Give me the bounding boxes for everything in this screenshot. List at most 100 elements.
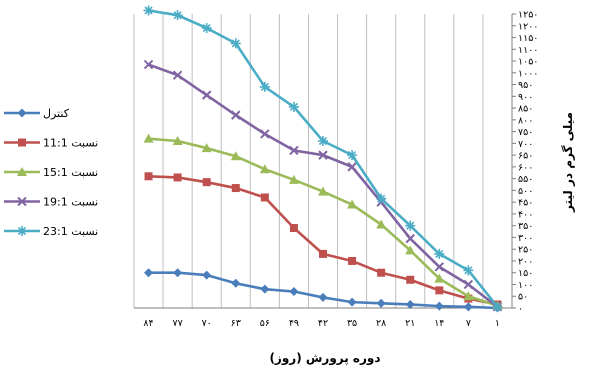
- data-point: [144, 172, 153, 181]
- y-tick-label: ۳۰۰: [518, 233, 533, 244]
- legend-item: نسبت 23:1: [4, 225, 98, 238]
- legend-marker: [17, 167, 27, 176]
- data-point: [259, 164, 270, 174]
- y-tick-label: ۹۰۰: [518, 92, 533, 103]
- data-point: [289, 224, 298, 233]
- y-tick-label: ۱۰۰: [518, 280, 533, 291]
- data-point: [172, 136, 183, 146]
- data-point: [260, 193, 269, 202]
- data-point: [435, 286, 444, 295]
- data-point: [347, 297, 357, 307]
- y-tick-labels: ۰۵۰۱۰۰۱۵۰۲۰۰۲۵۰۳۰۰۳۵۰۴۰۰۴۵۰۵۰۰۵۵۰۶۰۰۶۵۰۷…: [512, 10, 538, 315]
- data-point: [377, 268, 386, 277]
- y-tick-label: ۷۰۰: [518, 139, 533, 150]
- legend-label: کنترل: [43, 107, 70, 120]
- legend-item: کنترل: [4, 107, 70, 120]
- y-tick-label: ۹۵۰: [518, 80, 533, 91]
- data-point: [376, 193, 387, 204]
- series-3: [143, 133, 503, 310]
- data-point: [376, 298, 386, 308]
- x-tick-label: ۷۰: [202, 318, 212, 329]
- data-point: [143, 5, 154, 16]
- data-point: [318, 150, 328, 160]
- data-point: [231, 110, 241, 120]
- data-point: [173, 268, 183, 278]
- legend-label: نسبت 15:1: [43, 166, 98, 179]
- y-tick-label: ۸۰۰: [518, 115, 533, 126]
- x-tick-label: ۳۵: [347, 318, 357, 329]
- legend-marker: [17, 226, 27, 236]
- y-tick-label: ۶۵۰: [518, 151, 533, 162]
- x-tick-label: ۱۴: [434, 318, 444, 329]
- y-tick-label: ۱۱۵۰: [518, 33, 538, 44]
- x-tick-labels: ۸۴ ۷۷ ۷۰ ۶۳ ۵۶ ۴۹ ۴۲ ۳۵ ۲۸ ۲۱ ۱۴ ۷ ۱: [143, 318, 500, 329]
- legend-item: نسبت 11:1: [4, 137, 98, 150]
- series-line: [148, 137, 498, 307]
- y-tick-label: ۱۱۰۰: [518, 45, 538, 56]
- data-point: [260, 129, 270, 139]
- y-tick-label: ۱۲۰۰: [518, 21, 538, 32]
- y-tick-label: ۲۵۰: [518, 245, 533, 256]
- data-point: [463, 302, 473, 312]
- y-tick-label: ۶۰۰: [518, 162, 533, 173]
- series-5: [143, 5, 503, 312]
- x-tick-label: ۲۸: [376, 318, 386, 329]
- series-line: [148, 9, 499, 308]
- y-tick-label: ۱۲۵۰: [518, 10, 538, 21]
- data-point: [260, 284, 270, 294]
- data-point: [143, 133, 154, 143]
- y-tick-label: ۳۵۰: [518, 221, 533, 232]
- data-point: [434, 248, 445, 259]
- data-point: [172, 10, 183, 21]
- x-axis-title: دوره پرورش (روز): [269, 351, 380, 366]
- y-tick-label: ۱۰۵۰: [518, 57, 538, 68]
- data-point: [231, 278, 241, 288]
- data-point: [348, 256, 357, 265]
- series-line: [148, 63, 499, 308]
- legend-label: نسبت 23:1: [43, 225, 98, 238]
- series-4: [143, 59, 503, 312]
- data-point: [319, 249, 327, 258]
- data-point: [434, 273, 445, 283]
- data-point: [376, 219, 387, 229]
- legend-item: نسبت 19:1: [4, 196, 98, 209]
- legend-marker: [17, 108, 27, 118]
- data-point: [230, 38, 241, 49]
- data-point: [143, 59, 154, 70]
- data-point: [202, 178, 211, 187]
- x-tick-label: ۲۱: [405, 318, 415, 329]
- data-point: [318, 136, 328, 147]
- x-tick-label: ۵۶: [260, 318, 270, 329]
- series-1: [144, 268, 502, 313]
- data-point: [144, 268, 154, 278]
- legend-label: نسبت 19:1: [43, 196, 98, 209]
- y-tick-label: ۵۰: [518, 292, 528, 303]
- data-point: [405, 299, 415, 309]
- y-tick-label: ۴۵۰: [518, 198, 533, 209]
- y-tick-label: ۲۰۰: [518, 256, 533, 267]
- data-point: [231, 184, 240, 193]
- data-point: [201, 90, 212, 100]
- y-tick-label: ۵۵۰: [518, 174, 533, 185]
- data-point: [492, 301, 503, 312]
- data-point: [288, 101, 299, 112]
- y-tick-label: ۱۵۰: [518, 268, 533, 279]
- data-point: [405, 233, 415, 244]
- data-point: [405, 245, 416, 255]
- data-point: [201, 143, 212, 153]
- data-point: [406, 275, 415, 284]
- data-point: [288, 174, 299, 184]
- x-tick-label: ۷۷: [173, 318, 183, 329]
- data-point: [230, 151, 241, 161]
- data-point: [347, 199, 358, 209]
- data-point: [463, 291, 474, 301]
- legend-marker: [17, 196, 27, 207]
- series-line: [148, 271, 498, 310]
- x-tick-label: ۱: [495, 318, 500, 329]
- data-point: [259, 81, 270, 92]
- data-point: [289, 287, 299, 297]
- x-tick-label: ۸۴: [143, 318, 153, 329]
- data-point: [318, 186, 328, 196]
- x-tick-label: ۴۹: [289, 318, 299, 329]
